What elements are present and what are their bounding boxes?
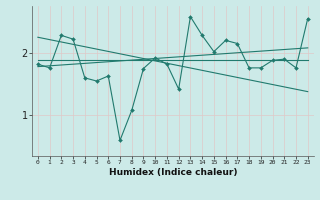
X-axis label: Humidex (Indice chaleur): Humidex (Indice chaleur)	[108, 168, 237, 177]
